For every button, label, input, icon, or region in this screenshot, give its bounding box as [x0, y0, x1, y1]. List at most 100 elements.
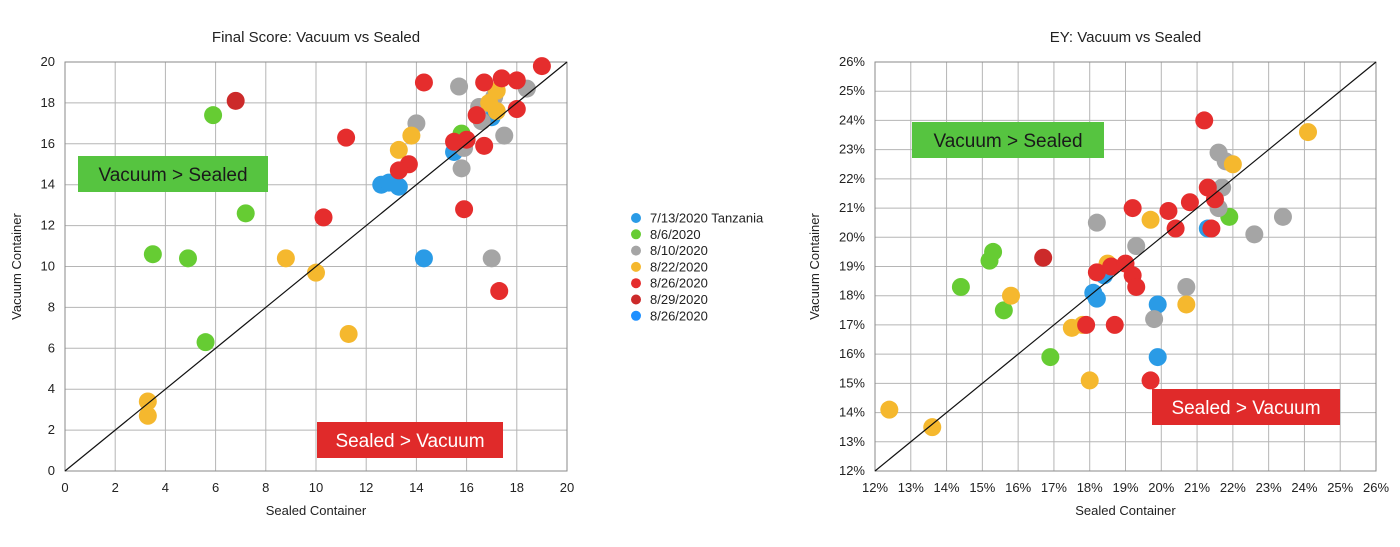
y-tick-label: 14 — [41, 177, 55, 192]
data-point — [1034, 248, 1053, 267]
plot-frame — [874, 61, 1377, 472]
legend: 7/13/2020 Tanzania8/6/20208/10/20208/22/… — [631, 211, 764, 323]
data-point — [178, 249, 197, 268]
x-tick-label: 2 — [112, 480, 119, 495]
data-point — [1127, 277, 1146, 296]
data-point — [1177, 277, 1196, 296]
data-point — [1202, 219, 1221, 238]
x-tick-label: 14 — [409, 480, 423, 495]
y-tick-label: 25% — [839, 83, 865, 98]
data-point — [389, 140, 408, 159]
data-point — [1223, 155, 1242, 174]
y-tick-label: 18% — [839, 288, 865, 303]
legend-marker — [631, 310, 641, 321]
y-axis-label: Vacuum Container — [807, 212, 822, 319]
data-point — [1205, 190, 1224, 209]
data-point — [339, 324, 358, 343]
data-point — [1087, 289, 1106, 308]
y-tick-label: 2 — [48, 422, 55, 437]
x-tick-label: 18 — [510, 480, 524, 495]
x-tick-label: 23% — [1256, 480, 1282, 495]
data-point — [492, 69, 511, 88]
chart-title: Final Score: Vacuum vs Sealed — [212, 29, 420, 46]
y-tick-label: 16 — [41, 136, 55, 151]
reference-line — [64, 61, 568, 472]
x-tick-label: 16 — [459, 480, 473, 495]
x-tick-label: 13% — [898, 480, 924, 495]
y-tick-label: 26% — [839, 54, 865, 69]
y-tick-label: 19% — [839, 259, 865, 274]
x-tick-label: 8 — [262, 480, 269, 495]
legend-marker — [631, 278, 641, 289]
data-point — [1148, 348, 1167, 367]
data-point — [1041, 348, 1060, 367]
data-point — [994, 301, 1013, 320]
data-point — [495, 126, 514, 145]
data-point — [414, 249, 433, 268]
legend-marker — [631, 229, 641, 240]
data-point — [1148, 295, 1167, 314]
x-tick-label: 12% — [862, 480, 888, 495]
x-tick-label: 14% — [934, 480, 960, 495]
y-tick-label: 6 — [48, 340, 55, 355]
annotation-label: Sealed > Vacuum — [1171, 398, 1320, 419]
data-point — [138, 392, 157, 411]
data-point — [1102, 257, 1121, 276]
y-tick-label: 12 — [41, 218, 55, 233]
data-point — [1001, 286, 1020, 305]
data-point — [1080, 371, 1099, 390]
data-point — [1180, 193, 1199, 212]
annotation-box — [317, 422, 503, 458]
y-tick-label: 14% — [839, 405, 865, 420]
data-point — [507, 71, 526, 90]
data-point — [226, 91, 245, 110]
x-tick-label: 24% — [1291, 480, 1317, 495]
annotation-label: Vacuum > Sealed — [98, 165, 247, 186]
data-point — [402, 126, 421, 145]
data-point — [1159, 201, 1178, 220]
data-point — [1177, 295, 1196, 314]
y-tick-label: 16% — [839, 346, 865, 361]
y-tick-label: 12% — [839, 463, 865, 478]
y-tick-label: 13% — [839, 434, 865, 449]
data-point — [482, 249, 501, 268]
x-axis-label: Sealed Container — [1075, 503, 1176, 518]
data-point — [1123, 199, 1142, 218]
annotation-label: Vacuum > Sealed — [933, 131, 1082, 152]
legend-marker — [631, 213, 641, 223]
data-point — [490, 282, 509, 301]
legend-label: 8/6/2020 — [650, 227, 701, 242]
plot-frame — [64, 61, 568, 472]
data-point — [1166, 219, 1185, 238]
y-tick-label: 15% — [839, 375, 865, 390]
annotation-box — [1152, 389, 1340, 425]
data-point — [143, 245, 162, 264]
data-point — [1145, 310, 1164, 329]
x-axis-label: Sealed Container — [266, 503, 367, 518]
data-point — [1077, 315, 1096, 334]
y-tick-label: 23% — [839, 142, 865, 157]
x-tick-label: 0 — [61, 480, 68, 495]
data-point — [923, 418, 942, 437]
data-point — [475, 73, 494, 92]
annotation-box — [912, 122, 1104, 158]
y-tick-label: 20 — [41, 54, 55, 69]
x-tick-label: 16% — [1005, 480, 1031, 495]
y-tick-label: 22% — [839, 171, 865, 186]
y-tick-label: 10 — [41, 259, 55, 274]
y-tick-label: 20% — [839, 229, 865, 244]
data-point — [880, 400, 899, 419]
legend-marker — [631, 294, 641, 305]
x-tick-label: 25% — [1327, 480, 1353, 495]
legend-label: 8/26/2020 — [650, 276, 708, 291]
chart-title: EY: Vacuum vs Sealed — [1050, 29, 1201, 46]
x-tick-label: 21% — [1184, 480, 1210, 495]
legend-label: 7/13/2020 Tanzania — [650, 211, 764, 226]
data-point — [1105, 315, 1124, 334]
y-tick-label: 21% — [839, 200, 865, 215]
x-tick-label: 26% — [1363, 480, 1389, 495]
legend-marker — [631, 245, 641, 256]
annotation-label: Sealed > Vacuum — [335, 431, 484, 452]
data-point — [276, 249, 295, 268]
